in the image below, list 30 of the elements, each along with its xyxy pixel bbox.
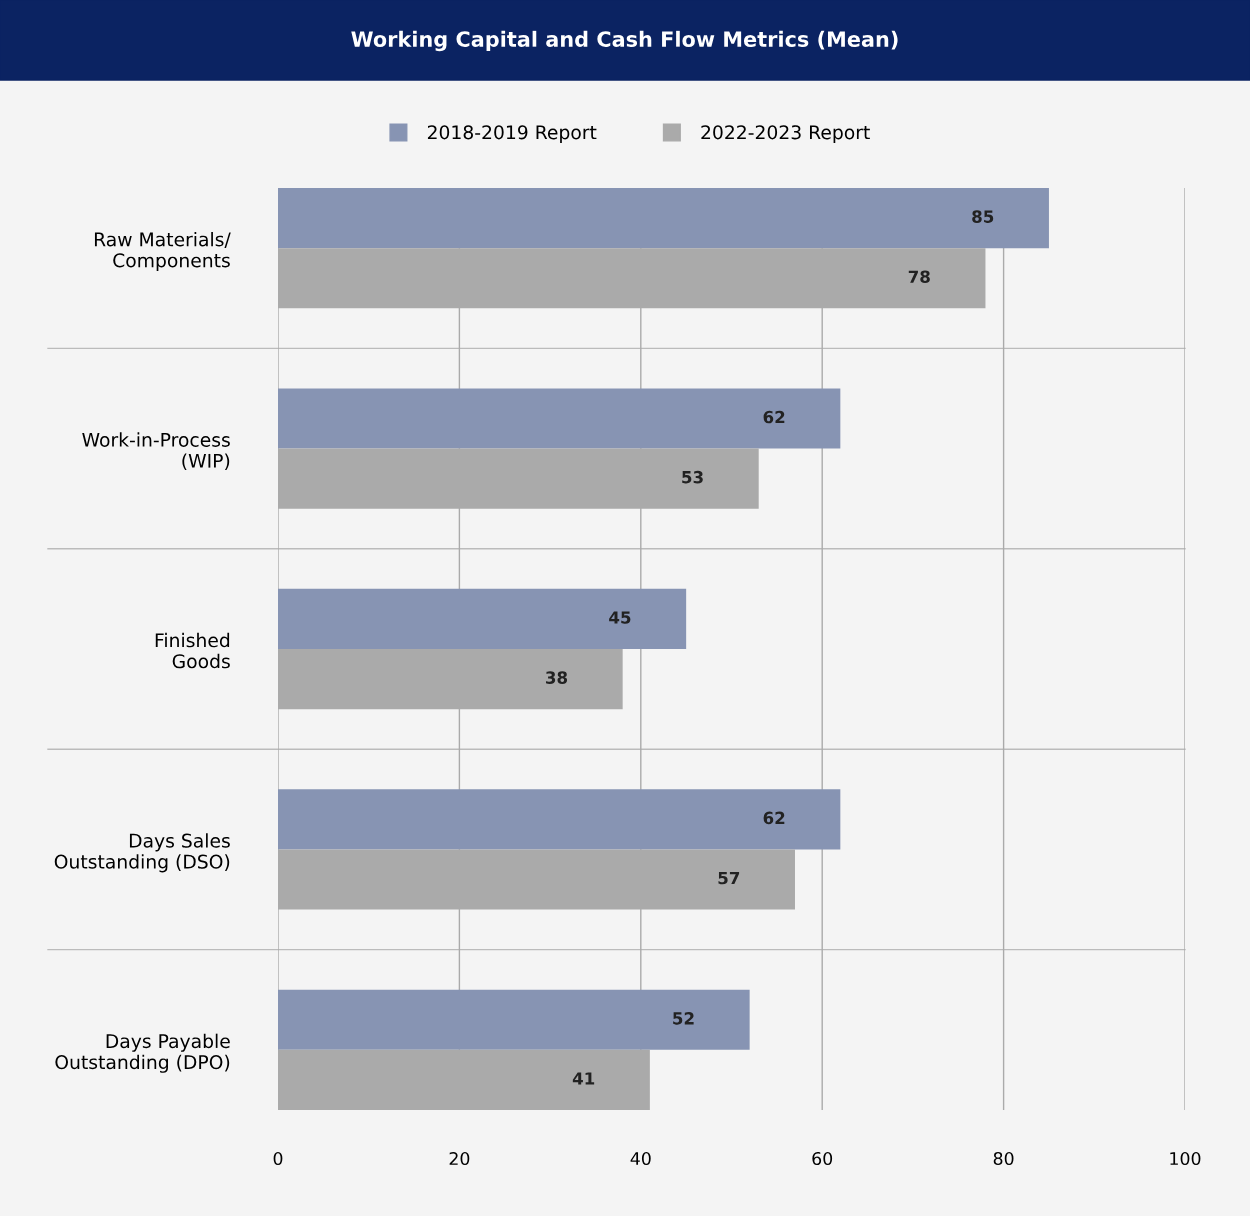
y-tick-label: Days Payable Outstanding (DPO) [55,1033,230,1073]
y-tick-label: Days Sales Outstanding (DSO) [54,833,230,873]
x-tick-label: 80 [993,1151,1014,1166]
x-tick-label: 40 [630,1151,651,1166]
data-label: 78 [908,270,930,284]
y-tick-label: Raw Materials/ Components [94,231,231,272]
bar [278,1049,650,1110]
bar [278,188,1049,249]
bar [278,989,750,1050]
bar [278,388,841,449]
chart-title: Working Capital and Cash Flow Metrics (Mean) [351,30,898,52]
x-tick-label: 20 [449,1151,470,1166]
data-label: 41 [572,1072,595,1085]
x-tick-label: 60 [812,1151,833,1166]
data-label: 45 [609,611,631,624]
data-label: 85 [972,210,994,223]
data-label: 52 [673,1012,694,1025]
data-label: 62 [763,410,785,424]
x-tick-label: 100 [1170,1151,1201,1166]
data-label: 62 [763,811,785,825]
legend-label: 2018-2019 Report [427,125,597,144]
data-label: 57 [718,871,740,885]
data-label: 53 [682,470,703,484]
y-tick-label: Finished Goods [155,632,230,669]
bar [278,588,687,649]
bar [278,789,841,850]
data-label: 38 [546,671,568,684]
legend-label: 2022-2023 Report [701,125,870,144]
y-tick-label: Work-in-Process (WIP) [82,432,230,471]
x-tick-label: 0 [273,1151,283,1166]
